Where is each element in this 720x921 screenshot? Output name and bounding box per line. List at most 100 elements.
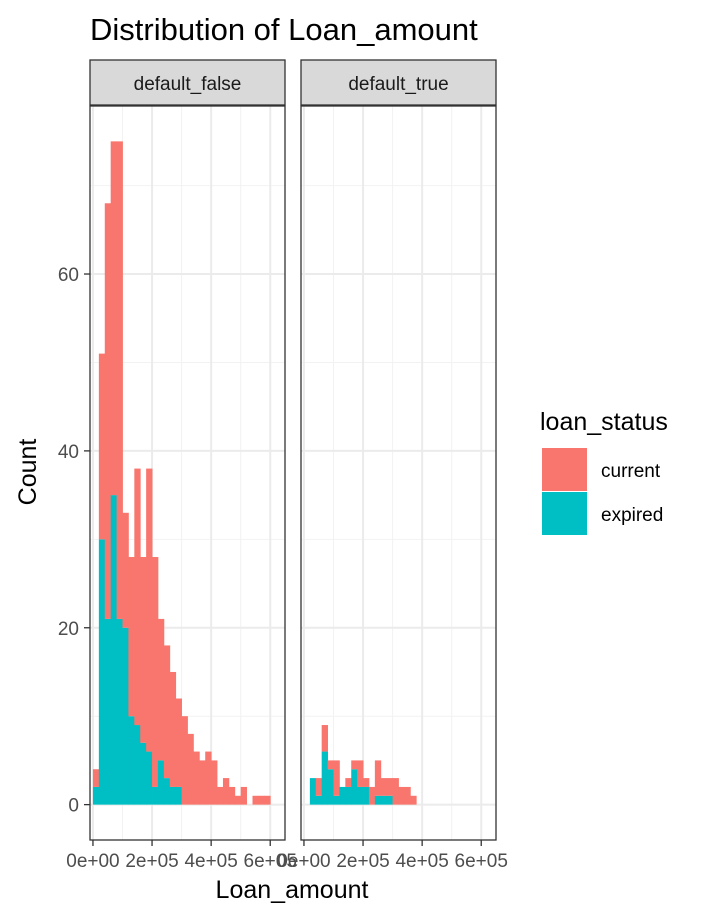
gridlines (301, 106, 496, 840)
bar-expired (134, 725, 141, 805)
bar-expired (140, 742, 147, 805)
bar-current (374, 760, 382, 796)
bar-current (104, 203, 112, 619)
bar-expired (327, 769, 334, 805)
x-tick-label: 0e+00 (277, 851, 330, 872)
bar-expired (345, 786, 352, 805)
bar-current (134, 468, 141, 726)
facet-strip-label: default_false (134, 74, 242, 95)
bar-expired (333, 795, 340, 805)
bar-current (264, 795, 271, 805)
bar-current (386, 778, 393, 796)
bar-current (222, 778, 230, 805)
bar-current (187, 733, 194, 805)
bar-current (92, 769, 100, 787)
bar-current (363, 778, 370, 787)
x-tick-label: 4e+05 (395, 851, 448, 872)
panel-border (300, 105, 497, 841)
bar-expired (146, 751, 153, 805)
bar-current (98, 353, 106, 540)
bar-current (205, 751, 212, 805)
bar-current (175, 698, 182, 787)
panel-background (301, 106, 496, 840)
bar-expired (309, 778, 317, 805)
legend-key-expired (542, 492, 587, 535)
y-axis: 0 20 40 60 (58, 265, 90, 817)
bar-current (110, 141, 117, 496)
bar-expired (351, 769, 358, 805)
bar-current (234, 795, 242, 805)
bar-current (152, 557, 159, 787)
bar-current (392, 778, 399, 805)
bar-expired (386, 795, 393, 805)
bar-expired (110, 495, 117, 805)
bar-current (368, 786, 376, 805)
x-tick-label: 2e+05 (336, 851, 389, 872)
x-tick-label: 4e+05 (184, 851, 237, 872)
x-tick-label: 6e+05 (455, 851, 508, 872)
bar-current (128, 557, 135, 717)
bar-expired (92, 786, 100, 805)
bar-current (321, 725, 328, 752)
bar-current (211, 760, 218, 805)
bar-current (122, 512, 129, 628)
legend-label-expired: expired (601, 505, 663, 526)
x-tick-label: 6e+05 (244, 851, 297, 872)
bar-current (146, 468, 153, 752)
facet-strip (89, 59, 286, 106)
y-tick-label: 40 (58, 442, 79, 463)
bar-expired (175, 786, 182, 805)
bar-current (345, 778, 352, 787)
legend-key-current (542, 448, 587, 491)
bar-current (228, 786, 236, 805)
bar-current (410, 795, 417, 805)
facet-panel: default_true (300, 59, 497, 841)
bar-expired (357, 786, 364, 805)
bar-current (193, 751, 200, 805)
bar-current (252, 795, 259, 805)
histogram-bars (92, 141, 271, 805)
x-tick-label: 2e+05 (125, 851, 178, 872)
bar-current (240, 786, 247, 805)
y-tick-label: 20 (58, 619, 79, 640)
legend-title: loan_status (540, 408, 668, 436)
facet-panels: default_false default_true (89, 59, 497, 841)
bar-expired (152, 786, 159, 805)
histogram-bars (309, 725, 417, 805)
bar-expired (374, 795, 382, 805)
bar-expired (169, 786, 177, 805)
bar-expired (339, 786, 346, 805)
bar-current (181, 716, 188, 805)
chart-title: Distribution of Loan_amount (90, 12, 478, 47)
facet-strip-label: default_true (348, 74, 448, 95)
bar-current (398, 786, 405, 805)
bar-expired (128, 716, 135, 805)
bar-expired (321, 751, 328, 805)
bar-current (404, 786, 411, 805)
bar-expired (380, 795, 388, 805)
facet-panel: default_false (89, 59, 286, 841)
bar-current (357, 760, 364, 787)
x-tick-label: 0e+00 (66, 851, 119, 872)
bar-expired (122, 627, 129, 805)
bar-expired (315, 795, 323, 805)
bar-current (380, 778, 388, 796)
y-axis-title: Count (14, 439, 42, 506)
y-tick-label: 60 (58, 265, 79, 286)
bar-expired (157, 760, 165, 805)
y-tick-label: 0 (68, 796, 79, 817)
bar-current (116, 141, 123, 619)
bar-expired (104, 618, 112, 805)
bar-expired (363, 786, 370, 805)
panel-border (89, 105, 286, 841)
bar-current (199, 760, 206, 805)
bar-current (169, 671, 177, 787)
facet-strip (300, 59, 497, 106)
legend: loan_status current expired (540, 408, 668, 535)
bar-current (327, 760, 334, 770)
x-axis-title: Loan_amount (216, 876, 369, 904)
bar-current (163, 645, 171, 779)
bar-current (315, 778, 323, 796)
